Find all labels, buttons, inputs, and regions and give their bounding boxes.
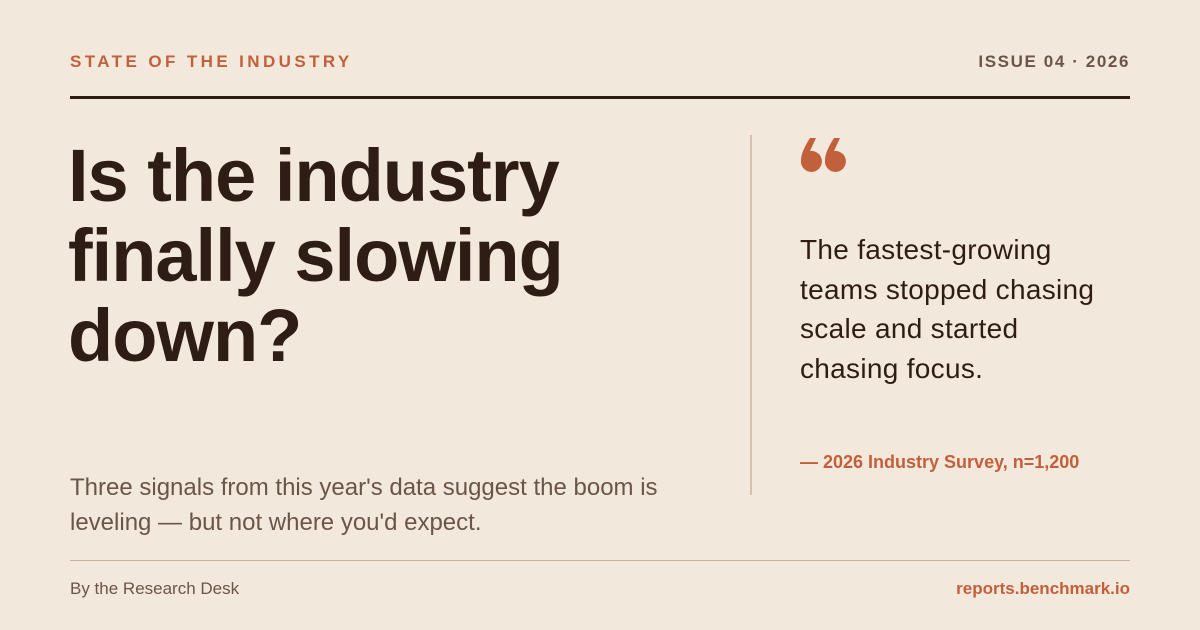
quote-icon xyxy=(800,138,846,172)
attribution: — 2026 Industry Survey, n=1,200 xyxy=(800,452,1080,472)
dek: Three signals from this year's data sugg… xyxy=(70,474,658,536)
url: reports.benchmark.io xyxy=(956,579,1130,598)
kicker: STATE OF THE INDUSTRY xyxy=(70,52,353,71)
rule xyxy=(70,560,1130,561)
headline: Is the industry finally slowing down? xyxy=(68,134,564,377)
divider xyxy=(750,135,752,495)
issue: ISSUE 04 · 2026 xyxy=(978,52,1130,71)
rule xyxy=(70,96,1130,99)
byline: By the Research Desk xyxy=(70,579,240,598)
quote: The fastest-growing teams stopped chasin… xyxy=(800,234,1095,384)
